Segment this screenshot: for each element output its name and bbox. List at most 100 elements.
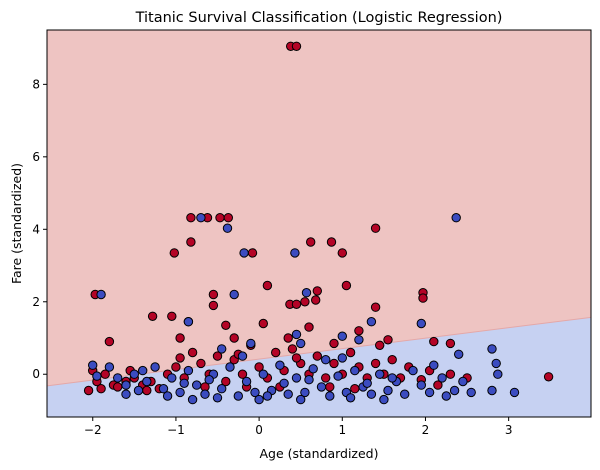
- data-point: [162, 391, 173, 401]
- chart-title: Titanic Survival Classification (Logisti…: [135, 10, 503, 26]
- data-point: [200, 389, 210, 399]
- data-point: [370, 223, 381, 233]
- data-point: [147, 311, 158, 321]
- data-point: [418, 293, 428, 303]
- data-point: [113, 382, 123, 392]
- data-point: [375, 369, 385, 379]
- data-point: [300, 297, 310, 307]
- data-point: [271, 347, 281, 358]
- data-point: [321, 373, 331, 383]
- series-1: [88, 213, 520, 405]
- data-point: [466, 387, 476, 398]
- data-point: [291, 329, 302, 340]
- data-point: [449, 385, 460, 396]
- x-tick-label: −2: [84, 423, 102, 437]
- data-point: [306, 237, 316, 247]
- data-point: [175, 353, 185, 363]
- data-point: [416, 380, 426, 390]
- data-point: [171, 362, 181, 372]
- data-point: [158, 384, 169, 394]
- data-point: [366, 389, 377, 399]
- data-point: [262, 391, 273, 401]
- data-point: [424, 387, 435, 398]
- data-point: [138, 365, 148, 376]
- data-point: [246, 338, 256, 349]
- data-point: [121, 380, 131, 390]
- x-tick-label: −1: [167, 423, 185, 437]
- data-point: [329, 358, 339, 369]
- data-point: [287, 344, 298, 354]
- data-point: [350, 365, 360, 376]
- data-point: [491, 358, 501, 369]
- data-point: [326, 237, 337, 247]
- data-point: [221, 320, 231, 330]
- data-point: [258, 318, 268, 329]
- data-point: [441, 391, 451, 401]
- data-point: [258, 369, 268, 379]
- data-point: [387, 373, 397, 383]
- data-point: [96, 289, 106, 300]
- data-point: [350, 384, 360, 394]
- y-axis-ticks: 0 2 4 6 8: [32, 77, 47, 381]
- data-point: [88, 360, 98, 370]
- data-point: [354, 326, 364, 336]
- y-tick-label: 2: [32, 295, 40, 309]
- data-point: [217, 384, 227, 394]
- data-point: [169, 248, 180, 258]
- data-point: [204, 375, 214, 385]
- data-point: [366, 317, 377, 327]
- data-point: [262, 280, 273, 291]
- data-point: [217, 344, 227, 354]
- data-point: [104, 336, 115, 347]
- data-point: [233, 391, 244, 401]
- data-point: [345, 393, 356, 403]
- data-point: [337, 248, 347, 258]
- data-point: [104, 362, 115, 372]
- y-tick-label: 0: [32, 367, 40, 381]
- data-point: [300, 387, 310, 398]
- data-point: [254, 394, 264, 405]
- data-point: [225, 362, 235, 372]
- data-point: [370, 302, 381, 312]
- data-point: [221, 376, 231, 387]
- x-tick-label: 3: [505, 423, 513, 437]
- data-point: [83, 385, 94, 396]
- data-point: [150, 362, 160, 372]
- data-point: [304, 322, 314, 332]
- data-point: [222, 223, 233, 233]
- x-tick-label: 1: [338, 423, 346, 437]
- data-point: [291, 299, 302, 309]
- data-point: [429, 336, 439, 347]
- data-point: [183, 365, 194, 376]
- data-point: [239, 248, 249, 258]
- data-point: [416, 318, 426, 329]
- x-tick-label: 0: [255, 423, 263, 437]
- x-tick-label: 2: [422, 423, 430, 437]
- data-point: [383, 385, 393, 396]
- data-point: [121, 389, 131, 399]
- data-point: [308, 364, 318, 374]
- data-point: [379, 394, 389, 405]
- data-point: [247, 248, 258, 258]
- data-point: [215, 213, 225, 223]
- data-point: [296, 338, 306, 349]
- x-axis-ticks: −2 −1 0 1 2 3: [84, 417, 513, 437]
- data-point: [179, 378, 189, 388]
- y-tick-label: 4: [32, 222, 40, 236]
- data-point: [229, 289, 239, 300]
- data-point: [275, 360, 285, 370]
- data-point: [212, 393, 223, 403]
- data-point: [400, 389, 410, 399]
- data-point: [301, 288, 312, 298]
- data-point: [487, 385, 497, 396]
- data-point: [142, 376, 152, 387]
- data-point: [175, 333, 185, 343]
- data-point: [333, 371, 343, 381]
- data-point: [509, 387, 520, 398]
- data-point: [383, 335, 393, 345]
- data-point: [129, 369, 140, 379]
- x-axis-label: Age (standardized): [259, 446, 378, 461]
- data-point: [454, 349, 464, 359]
- data-point: [167, 311, 177, 321]
